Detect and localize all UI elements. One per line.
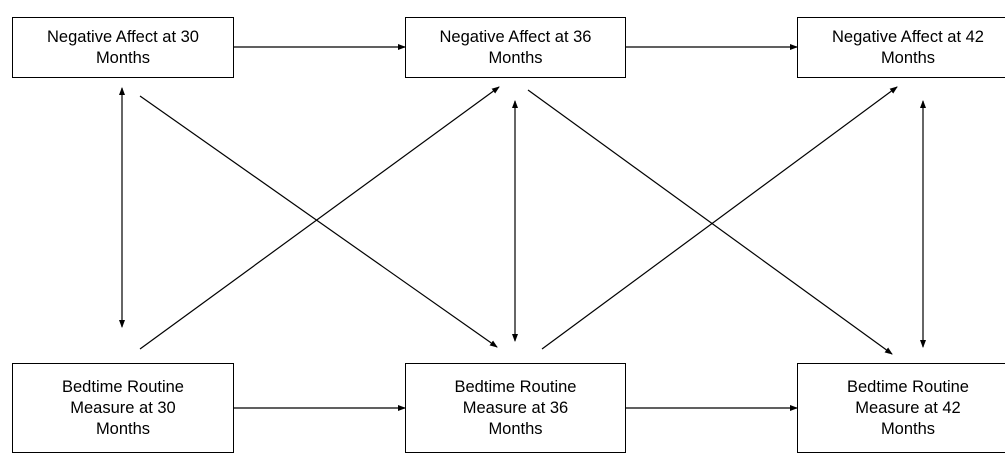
node-label-line: Negative Affect at 42: [832, 27, 984, 46]
node-label-line: Months: [95, 419, 151, 438]
node-label-line: Months: [488, 419, 543, 438]
node-label-line: Bedtime Routine: [847, 377, 969, 396]
node-bedtime-routine-36: Bedtime Routine Measure at 36 Months: [405, 363, 626, 453]
node-label-line: Negative Affect at 36: [439, 27, 592, 46]
node-negative-affect-36: Negative Affect at 36 Months: [405, 17, 626, 78]
node-label-line: Measure at 36: [462, 398, 569, 417]
node-label-line: Months: [880, 48, 936, 67]
node-bedtime-routine-42: Bedtime Routine Measure at 42 Months: [797, 363, 1005, 453]
node-label-line: Bedtime Routine: [62, 377, 184, 396]
node-label-line: Months: [488, 48, 543, 67]
node-label-line: Measure at 30: [70, 398, 176, 417]
node-label-line: Months: [95, 48, 151, 67]
node-label-line: Months: [880, 419, 936, 438]
edge-br36-to-na42-arrow: [541, 86, 898, 350]
edge-na36-to-br42-arrow: [527, 89, 893, 355]
node-negative-affect-30: Negative Affect at 30 Months: [12, 17, 234, 78]
node-label-line: Measure at 42: [855, 398, 961, 417]
node-label-line: Negative Affect at 30: [47, 27, 199, 46]
node-bedtime-routine-30: Bedtime Routine Measure at 30 Months: [12, 363, 234, 453]
edge-br30-to-na36-arrow: [139, 86, 500, 350]
node-negative-affect-42: Negative Affect at 42 Months: [797, 17, 1005, 78]
node-label-line: Bedtime Routine: [454, 377, 577, 396]
edge-na30-to-br36-arrow: [139, 95, 498, 348]
